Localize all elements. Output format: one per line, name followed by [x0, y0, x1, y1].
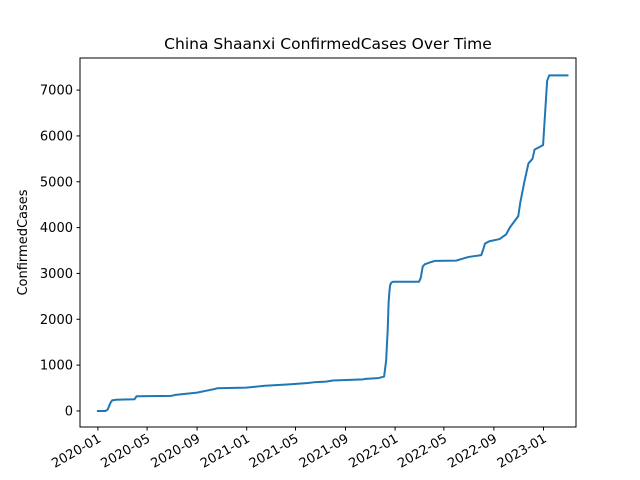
y-tick-label: 0 — [65, 404, 73, 419]
x-tick-label: 2023-01 — [495, 431, 550, 471]
x-tick-label: 2021-09 — [297, 431, 352, 471]
y-tick-label: 7000 — [40, 84, 73, 99]
x-tick-label: 2020-05 — [99, 431, 154, 471]
chart-title: China Shaanxi ConfirmedCases Over Time — [164, 35, 492, 53]
x-tick-label: 2020-09 — [149, 431, 204, 471]
x-tick-label: 2021-01 — [198, 431, 253, 471]
x-tick-label: 2022-05 — [395, 431, 450, 471]
chart-marks: 010002000300040005000600070002020-012020… — [40, 74, 569, 472]
y-tick-label: 2000 — [40, 313, 73, 328]
y-axis-label: ConfirmedCases — [16, 189, 31, 295]
y-tick-label: 5000 — [40, 175, 73, 190]
y-tick-label: 3000 — [40, 267, 73, 282]
y-tick-label: 4000 — [40, 221, 73, 236]
x-tick-label: 2022-01 — [347, 431, 402, 471]
y-tick-label: 1000 — [40, 359, 73, 374]
y-tick-label: 6000 — [40, 129, 73, 144]
plot-frame — [79, 57, 577, 428]
x-tick-label: 2022-09 — [445, 431, 500, 471]
x-tick-label: 2020-01 — [49, 431, 104, 471]
x-tick-label: 2021-05 — [247, 431, 302, 471]
series-line — [96, 74, 569, 412]
